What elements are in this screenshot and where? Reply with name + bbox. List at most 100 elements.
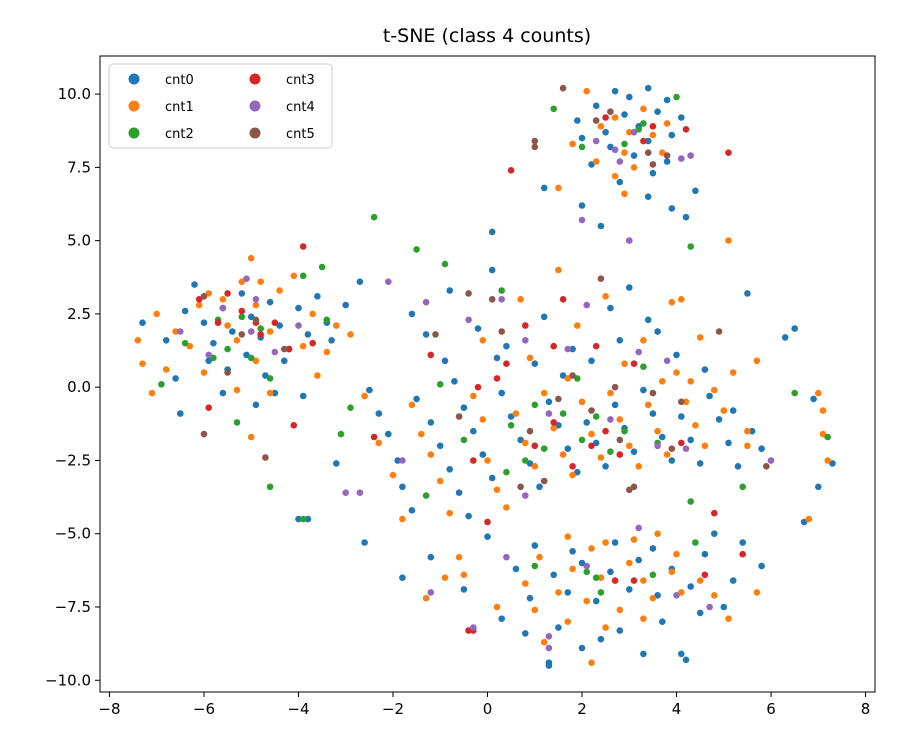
point-cnt0 xyxy=(626,586,633,593)
point-cnt0 xyxy=(162,337,170,344)
point-cnt4 xyxy=(663,357,671,365)
point-cnt0 xyxy=(673,351,680,359)
point-cnt0 xyxy=(271,389,279,397)
point-cnt4 xyxy=(271,348,279,356)
point-cnt1 xyxy=(503,504,510,511)
point-cnt4 xyxy=(626,237,633,244)
point-cnt2 xyxy=(621,140,628,148)
point-cnt3 xyxy=(602,114,609,121)
point-cnt3 xyxy=(271,319,279,327)
point-cnt3 xyxy=(725,149,732,156)
point-cnt1 xyxy=(139,360,146,368)
legend-marker-cnt1 xyxy=(128,100,140,112)
legend-label-cnt5: cnt5 xyxy=(286,127,315,142)
point-cnt1 xyxy=(640,615,647,622)
point-cnt1 xyxy=(247,254,255,262)
point-cnt1 xyxy=(729,369,737,376)
point-cnt1 xyxy=(659,378,666,385)
point-cnt1 xyxy=(663,120,671,127)
point-cnt0 xyxy=(177,410,184,417)
point-cnt1 xyxy=(564,618,572,625)
point-cnt1 xyxy=(616,416,624,423)
point-cnt0 xyxy=(611,87,619,95)
point-cnt5 xyxy=(488,296,496,303)
point-cnt0 xyxy=(276,322,283,329)
point-cnt3 xyxy=(238,307,246,315)
point-cnt1 xyxy=(564,533,572,540)
point-cnt1 xyxy=(186,342,194,350)
point-cnt3 xyxy=(602,427,609,435)
point-cnt0 xyxy=(578,559,586,567)
point-cnt2 xyxy=(540,445,548,453)
point-cnt1 xyxy=(162,366,170,373)
point-cnt1 xyxy=(484,457,491,464)
point-cnt1 xyxy=(247,433,255,441)
x-tick-label: 0 xyxy=(483,700,493,718)
point-cnt0 xyxy=(545,659,553,666)
point-cnt1 xyxy=(819,407,827,414)
point-cnt1 xyxy=(290,272,298,280)
point-cnt2 xyxy=(791,389,798,397)
point-cnt1 xyxy=(512,410,520,417)
point-cnt0 xyxy=(361,539,368,546)
point-cnt1 xyxy=(555,184,562,192)
point-cnt0 xyxy=(531,360,539,368)
point-cnt1 xyxy=(427,451,435,458)
point-cnt2 xyxy=(247,354,255,362)
point-cnt0 xyxy=(644,137,652,145)
x-tick-label: 6 xyxy=(766,700,776,718)
point-cnt1 xyxy=(389,471,397,479)
x-axis: −8 −6 −4 −2 0 2 4 6 8 xyxy=(98,692,870,718)
point-cnt2 xyxy=(299,515,307,523)
point-cnt5 xyxy=(630,483,638,491)
point-cnt3 xyxy=(214,319,222,327)
point-cnt4 xyxy=(545,410,553,417)
point-cnt1 xyxy=(673,369,680,376)
point-cnt4 xyxy=(177,328,184,335)
point-cnt1 xyxy=(711,592,718,599)
series-cnt4 xyxy=(177,128,775,652)
point-cnt1 xyxy=(720,407,728,414)
point-cnt4 xyxy=(422,298,430,306)
point-cnt2 xyxy=(531,401,539,409)
point-cnt3 xyxy=(739,550,746,558)
point-cnt0 xyxy=(295,515,302,523)
point-cnt1 xyxy=(682,398,690,406)
point-cnt4 xyxy=(498,296,506,303)
point-cnt0 xyxy=(810,395,817,403)
point-cnt0 xyxy=(181,307,189,315)
point-cnt5 xyxy=(559,84,567,92)
legend-marker-cnt4 xyxy=(249,100,261,112)
point-cnt0 xyxy=(252,401,260,409)
point-cnt1 xyxy=(148,389,156,397)
point-cnt5 xyxy=(588,407,595,414)
point-cnt5 xyxy=(531,143,539,151)
legend-label-cnt0: cnt0 xyxy=(165,73,194,88)
point-cnt3 xyxy=(701,571,709,579)
point-cnt5 xyxy=(262,454,269,461)
point-cnt0 xyxy=(663,96,671,104)
point-cnt0 xyxy=(649,410,657,417)
point-cnt5 xyxy=(252,316,260,324)
point-cnt0 xyxy=(597,222,605,230)
point-cnt1 xyxy=(626,128,633,136)
point-cnt1 xyxy=(569,471,576,479)
point-cnt1 xyxy=(446,509,454,517)
point-cnt4 xyxy=(635,348,642,356)
legend-marker-cnt0 xyxy=(128,73,140,85)
point-cnt1 xyxy=(621,190,628,198)
point-cnt4 xyxy=(611,146,619,154)
point-cnt0 xyxy=(451,378,458,385)
point-cnt4 xyxy=(342,489,350,497)
point-cnt0 xyxy=(304,515,312,523)
point-cnt0 xyxy=(602,463,609,470)
point-cnt0 xyxy=(295,304,302,312)
point-cnt1 xyxy=(172,328,179,335)
point-cnt1 xyxy=(626,442,633,450)
point-cnt0 xyxy=(635,556,642,564)
point-cnt1 xyxy=(602,293,609,300)
point-cnt0 xyxy=(687,436,694,444)
point-cnt3 xyxy=(474,383,482,391)
point-cnt1 xyxy=(266,328,274,335)
point-cnt0 xyxy=(725,439,732,447)
